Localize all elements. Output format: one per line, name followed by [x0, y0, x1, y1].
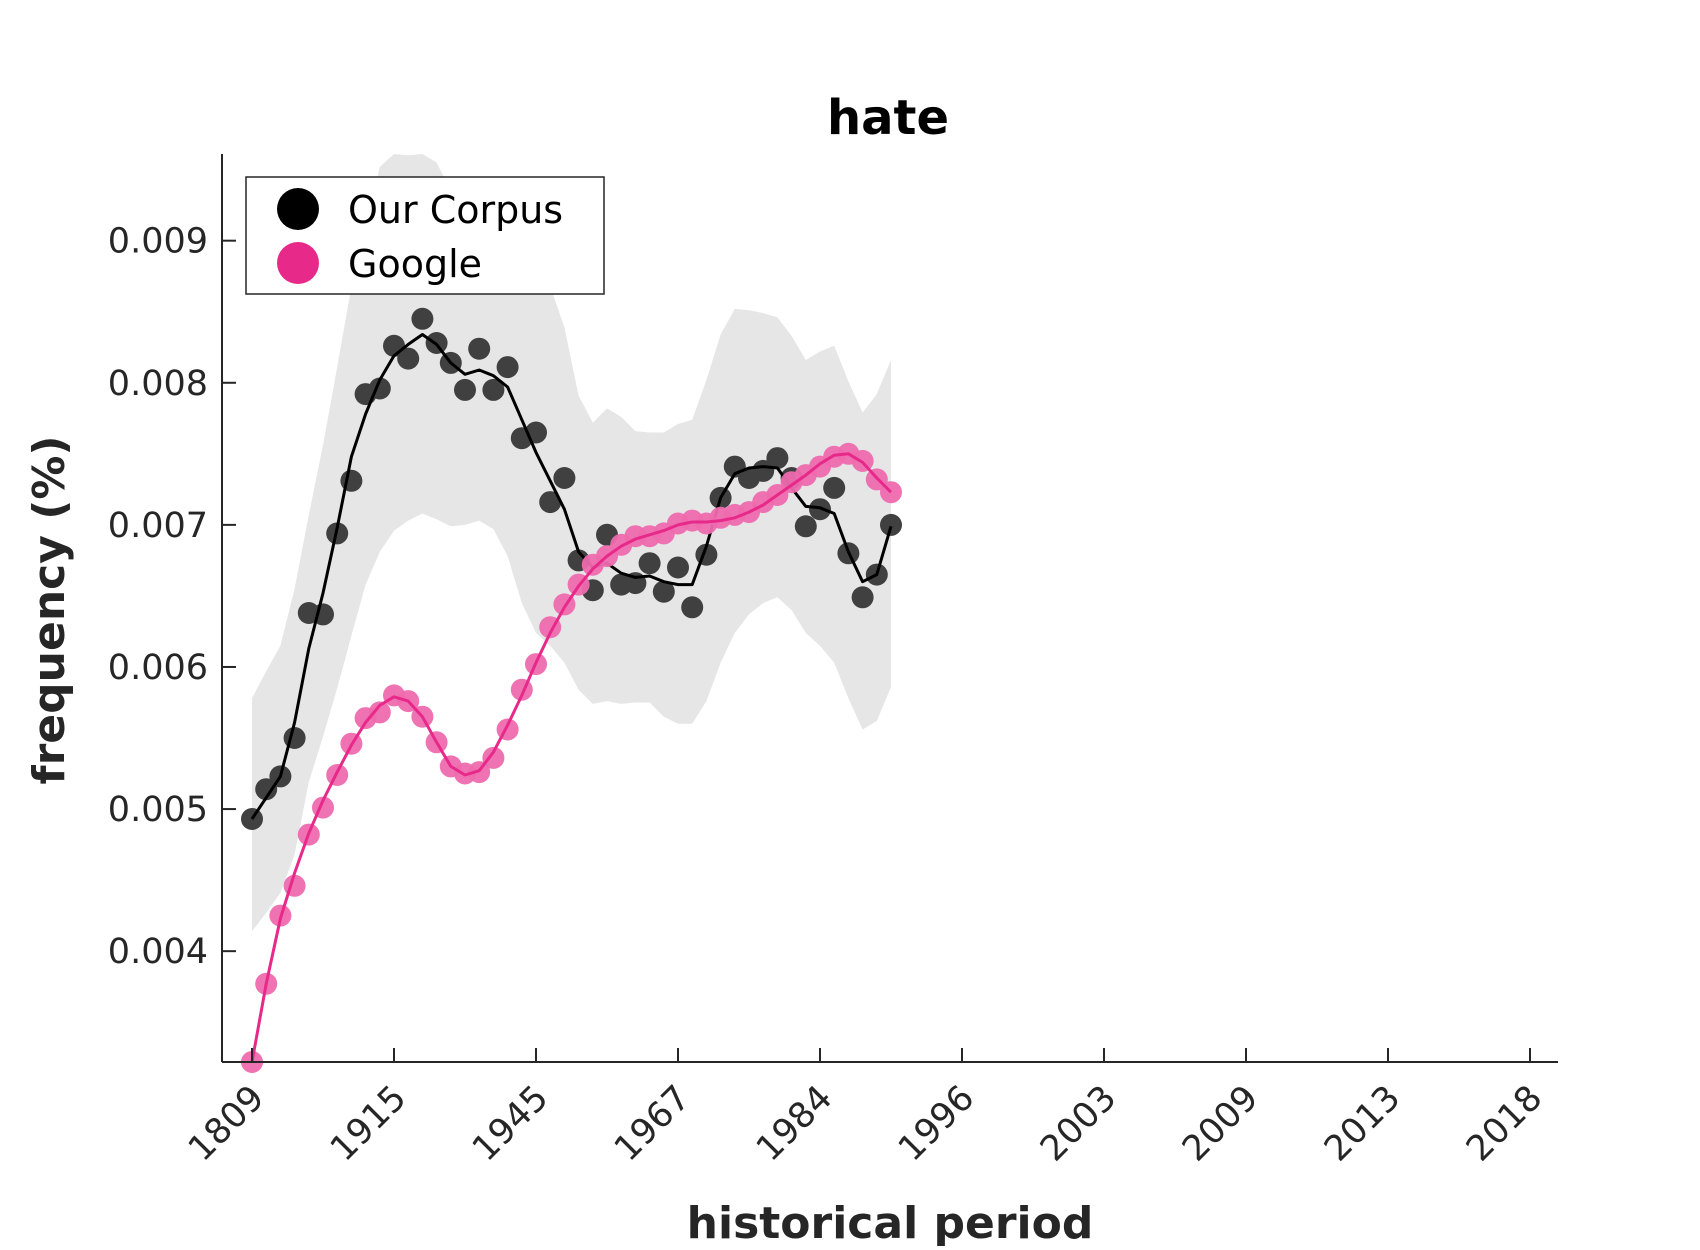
series-our-corpus	[241, 307, 902, 830]
legend: Our Corpus Google	[245, 176, 605, 295]
x-tick-label: 2018	[1459, 1078, 1550, 1169]
y-tick-label: 0.009	[108, 222, 208, 262]
x-tick-label: 1967	[607, 1078, 698, 1169]
legend-marker-our-corpus	[277, 188, 319, 230]
y-tick-label: 0.008	[108, 364, 208, 404]
y-axis-title: frequency (%)	[24, 435, 75, 784]
x-axis-title: historical period	[687, 1198, 1094, 1246]
our-corpus-point	[752, 459, 775, 482]
y-tick-label: 0.004	[108, 932, 208, 972]
series-layer	[241, 307, 902, 1073]
legend-marker-google	[277, 242, 319, 284]
our-corpus-point	[851, 586, 874, 609]
our-corpus-point	[539, 491, 562, 514]
x-tick-label: 2013	[1317, 1078, 1408, 1169]
x-tick-label: 1915	[323, 1078, 414, 1169]
google-point	[482, 746, 505, 769]
x-tick-label: 1809	[181, 1078, 272, 1169]
google-trend-line	[250, 452, 893, 1063]
y-tick-label: 0.005	[108, 790, 208, 830]
x-tick-label: 2009	[1175, 1078, 1266, 1169]
legend-label-our-corpus: Our Corpus	[348, 188, 563, 232]
our-corpus-point	[766, 447, 789, 470]
our-corpus-point	[397, 347, 420, 370]
our-corpus-point	[794, 515, 817, 538]
our-corpus-point	[283, 727, 306, 749]
our-corpus-point	[496, 356, 519, 379]
our-corpus-point	[411, 307, 434, 330]
our-corpus-point	[454, 378, 476, 401]
our-corpus-point	[638, 552, 661, 575]
our-corpus-point	[468, 337, 491, 360]
x-tick-label: 1984	[749, 1078, 840, 1169]
our-corpus-point	[880, 513, 902, 536]
x-tick-label: 1996	[891, 1078, 982, 1169]
chart-title: hate	[827, 90, 949, 146]
our-corpus-point	[255, 778, 278, 801]
x-tick-label: 1945	[465, 1078, 556, 1169]
x-ticks: 1809 1915 1945 1967 1984 1996 2003 2009 2013 2018	[181, 1048, 1550, 1169]
legend-label-google: Google	[348, 242, 482, 286]
axes	[221, 154, 1558, 1063]
our-corpus-point	[553, 467, 576, 489]
x-tick-label: 2003	[1033, 1078, 1124, 1169]
our-corpus-point	[652, 580, 675, 603]
google-point	[368, 701, 391, 724]
our-corpus-point	[482, 378, 505, 401]
our-corpus-point	[681, 596, 704, 619]
y-ticks: 0.004 0.005 0.006 0.007 0.008 0.009	[108, 222, 236, 972]
y-tick-label: 0.007	[108, 506, 208, 546]
y-tick-label: 0.006	[108, 648, 208, 688]
our-corpus-point	[667, 556, 689, 579]
our-corpus-point	[823, 476, 846, 499]
series-google	[241, 442, 902, 1073]
